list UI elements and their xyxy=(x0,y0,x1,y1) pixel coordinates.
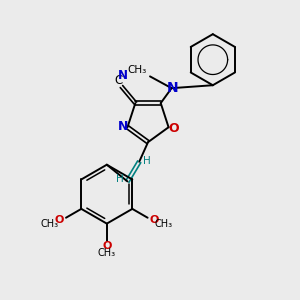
Text: C: C xyxy=(114,74,123,87)
Text: N: N xyxy=(117,69,128,82)
Text: N: N xyxy=(167,81,178,95)
Text: CH₃: CH₃ xyxy=(155,219,173,229)
Text: O: O xyxy=(102,241,112,251)
Text: CH₃: CH₃ xyxy=(98,248,116,258)
Text: CH₃: CH₃ xyxy=(128,65,147,76)
Text: H: H xyxy=(116,174,123,184)
Text: CH₃: CH₃ xyxy=(41,219,59,229)
Text: H: H xyxy=(143,156,151,166)
Text: N: N xyxy=(117,120,128,133)
Text: O: O xyxy=(150,215,159,225)
Text: O: O xyxy=(55,215,64,225)
Text: O: O xyxy=(168,122,179,135)
